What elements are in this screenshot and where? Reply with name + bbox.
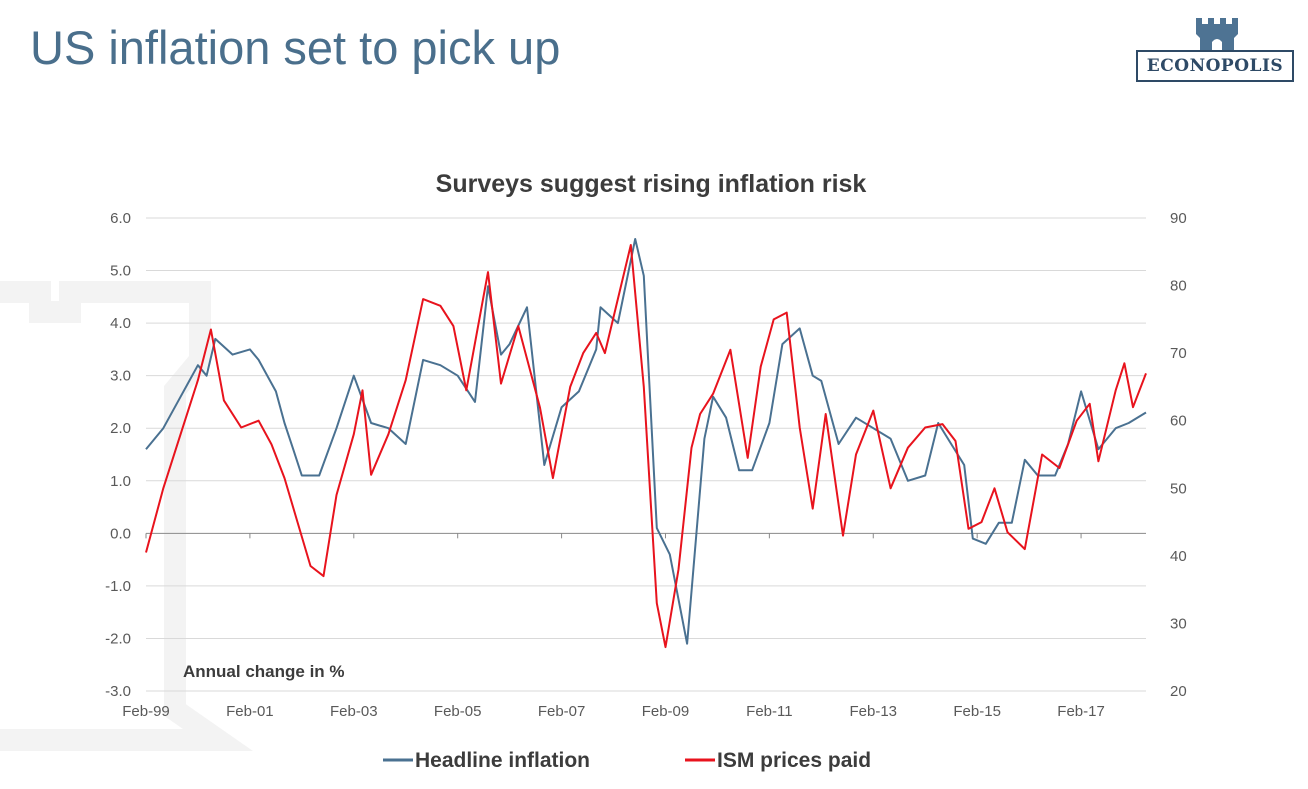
left-axis-tick-label: -2.0: [105, 630, 131, 647]
x-axis-tick-label: Feb-03: [330, 703, 378, 720]
left-axis-tick-label: 4.0: [110, 315, 131, 332]
left-axis-tick-label: -1.0: [105, 578, 131, 595]
right-axis-tick-label: 30: [1170, 615, 1187, 632]
left-axis-tick-label: 1.0: [110, 473, 131, 490]
chart-title: Surveys suggest rising inflation risk: [436, 170, 867, 198]
left-axis-tick-label: -3.0: [105, 683, 131, 700]
left-axis-tick-label: 6.0: [110, 210, 131, 227]
x-axis-tick-label: Feb-17: [1057, 703, 1105, 720]
x-axis-tick-label: Feb-09: [642, 703, 690, 720]
legend: Headline inflation ISM prices paid: [383, 749, 871, 772]
watermark-shape: [0, 281, 253, 751]
econopolis-logo: ECONOPOLIS: [1136, 14, 1296, 86]
left-axis-tick-label: 5.0: [110, 263, 131, 280]
y-axis-annotation: Annual change in %: [183, 662, 345, 681]
legend-label: ISM prices paid: [717, 749, 871, 772]
x-axis-tick-label: Feb-07: [538, 703, 586, 720]
right-axis-tick-label: 60: [1170, 413, 1187, 430]
logo-text: ECONOPOLIS: [1136, 50, 1294, 82]
legend-label: Headline inflation: [415, 749, 590, 772]
right-axis-tick-label: 70: [1170, 345, 1187, 362]
x-axis-tick-label: Feb-01: [226, 703, 274, 720]
series-line-ism-prices-paid: [145, 244, 1147, 649]
left-axis-tick-label: 2.0: [110, 420, 131, 437]
x-axis-tick-label: Feb-05: [434, 703, 482, 720]
series-line-headline-inflation: [145, 238, 1147, 645]
x-axis-tick-label: Feb-99: [122, 703, 170, 720]
right-axis-tick-label: 50: [1170, 480, 1187, 497]
left-axis-tick-label: 0.0: [110, 525, 131, 542]
x-axis-tick-label: Feb-13: [850, 703, 898, 720]
right-axis-tick-label: 40: [1170, 548, 1187, 565]
right-axis-tick-label: 90: [1170, 210, 1187, 227]
left-axis-tick-label: 3.0: [110, 368, 131, 385]
x-axis-tick-label: Feb-15: [953, 703, 1001, 720]
right-axis-tick-label: 80: [1170, 278, 1187, 295]
x-axis-tick-label: Feb-11: [746, 703, 792, 720]
slide-title: US inflation set to pick up: [30, 21, 561, 74]
right-axis-tick-label: 20: [1170, 683, 1187, 700]
